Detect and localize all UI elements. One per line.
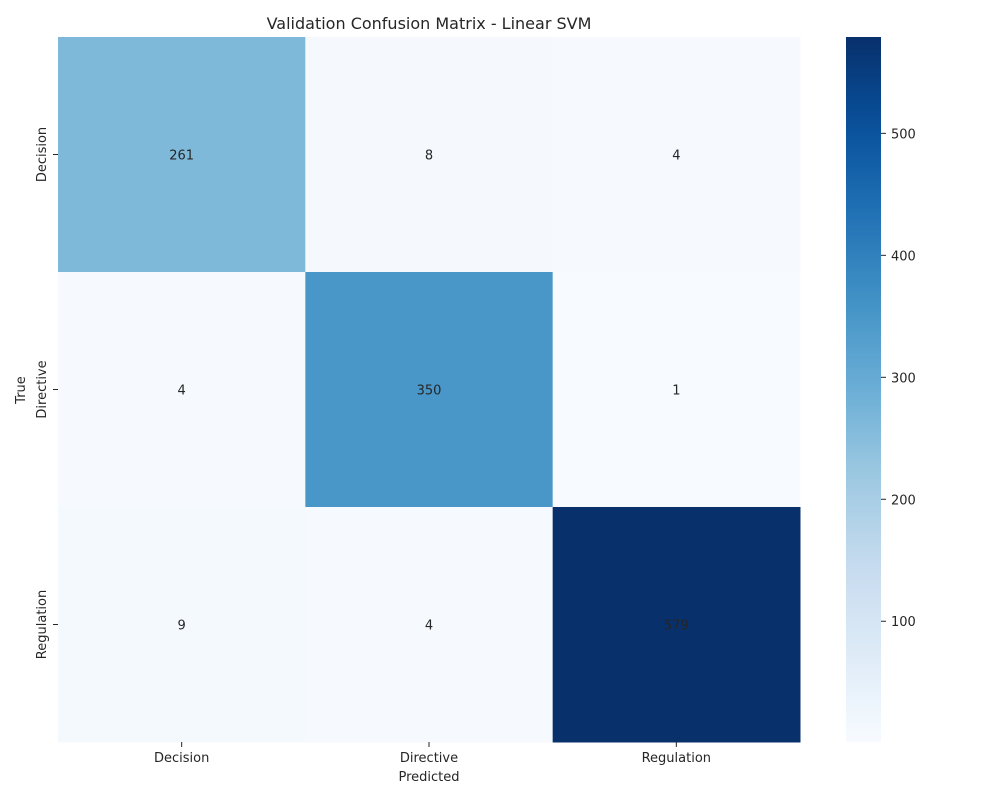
colorbar-tick-label: 200: [891, 493, 916, 508]
y-axis: Decision Directive Regulation: [35, 127, 58, 659]
cell-value-label: 350: [417, 384, 442, 399]
heatmap-cell: [58, 272, 306, 508]
colorbar-tick-label: 300: [891, 371, 916, 386]
cell-value-label: 9: [178, 619, 186, 634]
x-tick-label: Regulation: [642, 751, 711, 766]
heatmap-cell-labels: 261 8 4 4 350 1 9 4 579: [169, 149, 688, 634]
heatmap-cell: [305, 507, 554, 743]
x-tick-label: Decision: [154, 751, 209, 766]
cell-value-label: 261: [169, 149, 194, 164]
y-tick-label: Directive: [35, 360, 50, 418]
cell-value-label: 4: [672, 149, 680, 164]
heatmap-cell: [305, 37, 554, 273]
chart-title: Validation Confusion Matrix - Linear SVM: [267, 14, 592, 33]
heatmap-cell: [58, 507, 306, 743]
heatmap-cell: [58, 37, 306, 273]
heatmap-cell: [552, 507, 801, 743]
cell-value-label: 579: [664, 619, 689, 634]
cell-value-label: 1: [672, 384, 680, 399]
colorbar-gradient: [846, 37, 881, 742]
heatmap-cell: [305, 272, 554, 508]
y-tick-label: Decision: [35, 127, 50, 182]
x-axis-label: Predicted: [398, 770, 459, 785]
x-axis: Decision Directive Regulation: [154, 742, 711, 766]
colorbar-tick-label: 500: [891, 127, 916, 142]
colorbar-tick-label: 400: [891, 249, 916, 264]
colorbar: 100 200 300 400 500: [846, 37, 916, 742]
cell-value-label: 8: [425, 149, 433, 164]
cell-value-label: 4: [425, 619, 433, 634]
heatmap-cell: [552, 37, 801, 273]
x-tick-label: Directive: [400, 751, 458, 766]
heatmap-cells: [58, 37, 801, 743]
y-tick-label: Regulation: [35, 590, 50, 659]
cell-value-label: 4: [178, 384, 186, 399]
colorbar-tick-label: 100: [891, 615, 916, 630]
heatmap-cell: [552, 272, 801, 508]
y-axis-label: True: [14, 376, 29, 405]
